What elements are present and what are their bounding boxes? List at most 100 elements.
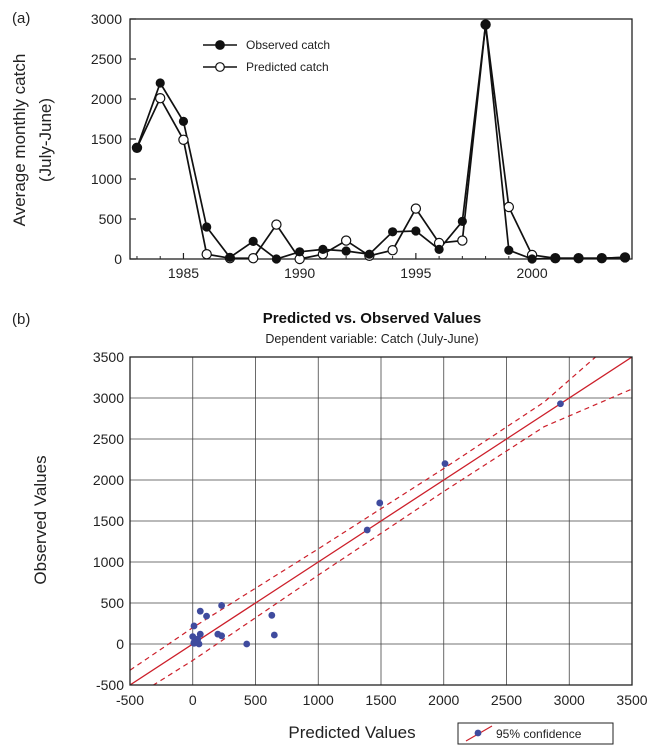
observed-point [411, 226, 421, 236]
observed-point [155, 78, 165, 88]
legend-marker [215, 40, 225, 50]
panel-a-label: (a) [12, 10, 30, 27]
panel-b-ylabel: Observed Values [31, 455, 50, 584]
scatter-point [268, 611, 276, 619]
predicted-point [457, 235, 468, 246]
y-tick-label: 3500 [93, 349, 124, 365]
fit-line [130, 357, 632, 685]
panel-b-label: (b) [12, 311, 30, 328]
observed-point [504, 245, 514, 255]
panel-b-xlabel: Predicted Values [288, 723, 415, 742]
observed-point [457, 216, 467, 226]
x-tick-label: 3500 [616, 692, 647, 708]
panel-b-confidence-band [130, 357, 632, 685]
scatter-point [218, 602, 226, 609]
panel-a-ticks: 1985 1990 1995 2000 0 500 1000 1500 2000 2500 3000 [91, 11, 626, 281]
legend-label: Observed catch [246, 38, 330, 52]
y-tick-label: 500 [99, 211, 123, 227]
x-tick-label: 1000 [303, 692, 334, 708]
scatter-point [190, 622, 198, 630]
x-tick-label: 1500 [365, 692, 396, 708]
legend-label: 95% confidence [496, 727, 582, 741]
panel-a-ylabel-line2: (July-June) [36, 98, 55, 182]
predicted-point [271, 219, 282, 230]
y-tick-label: 1000 [93, 554, 124, 570]
panel-a-ylabel-line1: Average monthly catch [10, 54, 29, 227]
scatter-point [363, 526, 371, 534]
x-tick-label: -500 [116, 692, 144, 708]
y-tick-label: 1500 [93, 513, 124, 529]
legend-marker [215, 62, 225, 72]
observed-point [527, 254, 537, 264]
observed-point [388, 227, 398, 237]
observed-point [480, 20, 491, 30]
x-tick-label: 500 [244, 692, 268, 708]
predicted-point [201, 248, 212, 260]
observed-point [341, 246, 351, 256]
y-tick-label: 1500 [91, 131, 122, 147]
predicted-point [247, 253, 259, 264]
legend-box [457, 722, 614, 745]
y-tick-label: 2000 [91, 91, 122, 107]
scatter-point [196, 607, 204, 615]
y-tick-label: 2500 [93, 431, 124, 447]
panel-b-legend: 95% confidence [457, 722, 614, 745]
y-tick-label: 3000 [91, 11, 122, 27]
predicted-point [410, 203, 422, 214]
legend-label: Predicted catch [246, 60, 329, 74]
observed-point [550, 253, 560, 263]
scatter-point [191, 638, 199, 646]
predicted-point [155, 92, 166, 104]
x-tick-label: 1990 [284, 265, 315, 281]
observed-point [202, 222, 212, 232]
x-tick-label: 2000 [516, 265, 547, 281]
predicted-point [503, 201, 515, 213]
observed-point [573, 253, 584, 263]
observed-point [434, 244, 444, 254]
series-line [136, 24, 626, 260]
scatter-point [441, 460, 449, 467]
observed-point [318, 244, 328, 254]
panel-a-series [131, 19, 631, 265]
observed-point [620, 252, 630, 262]
x-tick-label: 1995 [400, 265, 431, 281]
scatter-point [557, 400, 564, 408]
legend-point-sample [474, 729, 482, 737]
confidence-lower [152, 388, 632, 685]
observed-point [132, 143, 142, 153]
y-tick-label: 0 [114, 251, 122, 267]
series-line [136, 24, 626, 260]
x-tick-label: 3000 [554, 692, 585, 708]
y-tick-label: 0 [116, 636, 124, 652]
x-tick-label: 2500 [491, 692, 522, 708]
panel-b-ticks: -500 0 500 1000 1500 2000 2500 3000 3500 -500 0 500… [93, 349, 648, 708]
y-tick-label: 2500 [91, 51, 122, 67]
observed-point [248, 236, 258, 246]
observed-point [225, 252, 235, 262]
x-tick-label: 2000 [428, 692, 459, 708]
y-tick-label: 1000 [91, 171, 122, 187]
panel-a-legend: Observed catch Predicted catch [203, 38, 330, 74]
observed-point [295, 247, 305, 257]
panel-b-plot-frame [129, 356, 633, 686]
panel-a-y-axis-label: Average monthly catch (July-June) [10, 54, 55, 227]
y-tick-label: 500 [101, 595, 125, 611]
y-tick-label: 2000 [93, 472, 124, 488]
y-tick-label: 3000 [93, 390, 124, 406]
predicted-point [340, 235, 352, 246]
confidence-upper [130, 357, 597, 671]
scatter-point [189, 633, 197, 641]
observed-point [597, 253, 607, 263]
scatter-point [243, 640, 251, 648]
scatter-point [214, 630, 222, 638]
scatter-point [203, 612, 210, 620]
observed-point [178, 116, 189, 127]
scatter-point [376, 499, 384, 507]
x-tick-label: 1985 [168, 265, 199, 281]
panel-b: (b) Predicted vs. Observed Values Depend… [12, 310, 648, 745]
panel-a: (a) Average monthly catch (July-June) 19… [10, 10, 633, 281]
observed-point [364, 249, 374, 259]
observed-point [271, 254, 282, 264]
panel-b-title: Predicted vs. Observed Values [263, 310, 481, 327]
